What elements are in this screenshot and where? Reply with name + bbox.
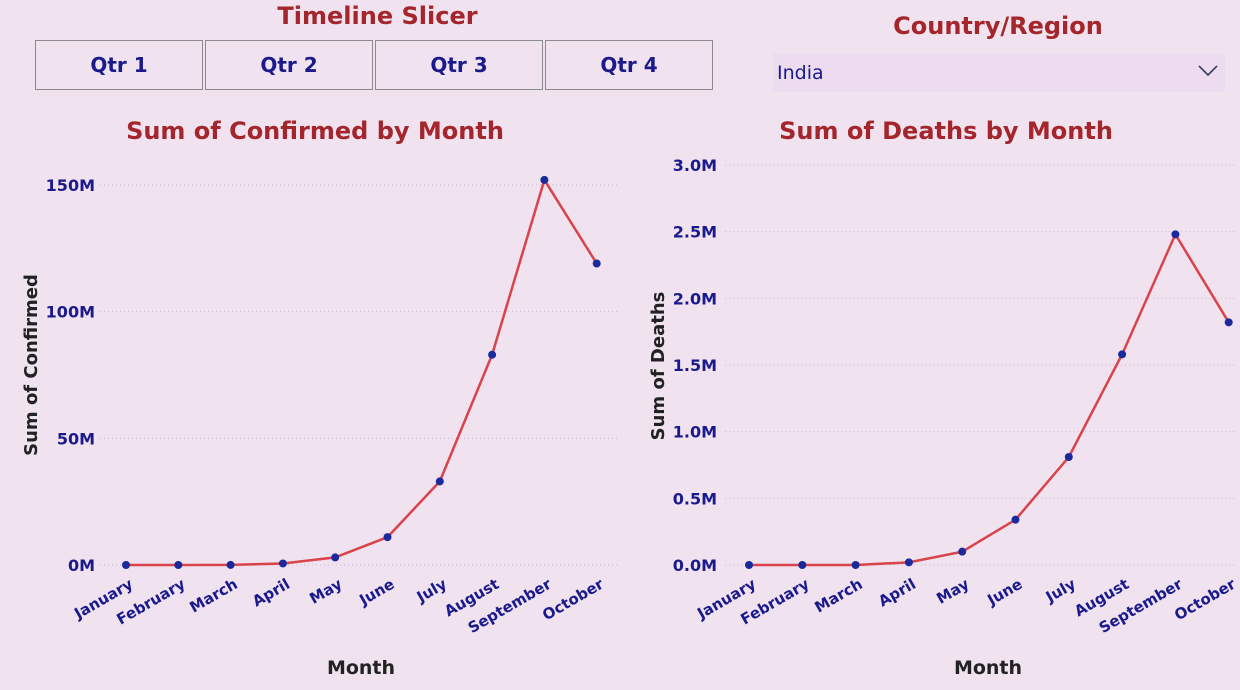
chart-2-y-tick-label: 3.0M — [673, 156, 717, 175]
chart-2-y-tick-label: 1.0M — [673, 423, 717, 442]
chart-2-title: Sum of Deaths by Month — [779, 117, 1113, 145]
chart-2-data-point — [904, 558, 913, 567]
chart-2-x-tick-label: October — [1171, 575, 1239, 625]
chart-2-y-tick-label: 1.5M — [673, 356, 717, 375]
chart-1-x-axis-label: Month — [327, 657, 395, 679]
chart-2-x-axis-label: Month — [954, 657, 1022, 679]
slicer-title: Timeline Slicer — [277, 2, 478, 30]
chart-2-x-tick-label: July — [1042, 575, 1079, 607]
chart-2-series-line — [749, 231, 1230, 567]
qtr-4-button[interactable]: Qtr 4 — [545, 40, 713, 90]
chart-1-y-tick-label: 50M — [57, 429, 95, 448]
chart-2-y-tick-label: 2.0M — [673, 289, 717, 308]
chart-2-y-axis-label: Sum of Deaths — [648, 292, 669, 441]
chart-1-data-point — [488, 350, 497, 359]
chart-2-data-point — [745, 561, 753, 569]
chart-2-data-point — [1064, 453, 1073, 461]
chart-1-data-point — [122, 561, 130, 569]
chart-2-x-tick-label: May — [933, 575, 972, 608]
chart-2-x-tick-label: March — [812, 575, 866, 617]
chart-2-y-tick-label: 0.5M — [673, 489, 717, 508]
chart-2-data-point — [1224, 318, 1233, 327]
chart-1-data-point — [174, 561, 183, 569]
chart-2-data-point — [1171, 230, 1180, 239]
chart-1-series-line — [126, 176, 598, 567]
chart-1-data-point — [226, 560, 235, 569]
chevron-down-icon[interactable] — [1197, 62, 1219, 82]
chart-2-data-point — [1011, 515, 1020, 524]
country-dropdown[interactable]: India — [773, 54, 1225, 92]
quarter-slicer: Qtr 1 Qtr 2 Qtr 3 Qtr 4 — [35, 40, 713, 90]
chart-1-y-tick-label: 150M — [46, 176, 95, 195]
chart-1-y-axis-label: Sum of Confirmed — [21, 274, 42, 456]
chart-1-y-tick-label: 0M — [68, 556, 95, 575]
qtr-3-button[interactable]: Qtr 3 — [375, 40, 543, 90]
chart-1-data-point — [278, 559, 287, 568]
chart-2-x-tick-label: April — [875, 575, 919, 611]
chart-1-data-point — [383, 533, 392, 542]
chart-2-data-point — [851, 561, 860, 569]
chart-1-data-point — [331, 553, 340, 562]
country-dropdown-value: India — [777, 62, 824, 84]
chart-2-y-tick-label: 0.0M — [673, 556, 717, 575]
qtr-1-button[interactable]: Qtr 1 — [35, 40, 203, 90]
country-filter-title: Country/Region — [893, 12, 1103, 40]
chart-1-data-point — [592, 259, 601, 268]
chart-1-title: Sum of Confirmed by Month — [126, 117, 504, 145]
chart-2-data-point — [1118, 350, 1127, 359]
chart-2-data-point — [798, 561, 807, 569]
chart-1-data-point — [435, 477, 444, 486]
chart-2-data-point — [958, 547, 967, 556]
chart-1-data-point — [540, 175, 549, 184]
chart-2-y-tick-label: 2.5M — [673, 223, 717, 242]
chart-1-y-tick-label: 100M — [46, 303, 95, 322]
qtr-2-button[interactable]: Qtr 2 — [205, 40, 373, 90]
chart-2-x-tick-label: June — [983, 575, 1025, 610]
